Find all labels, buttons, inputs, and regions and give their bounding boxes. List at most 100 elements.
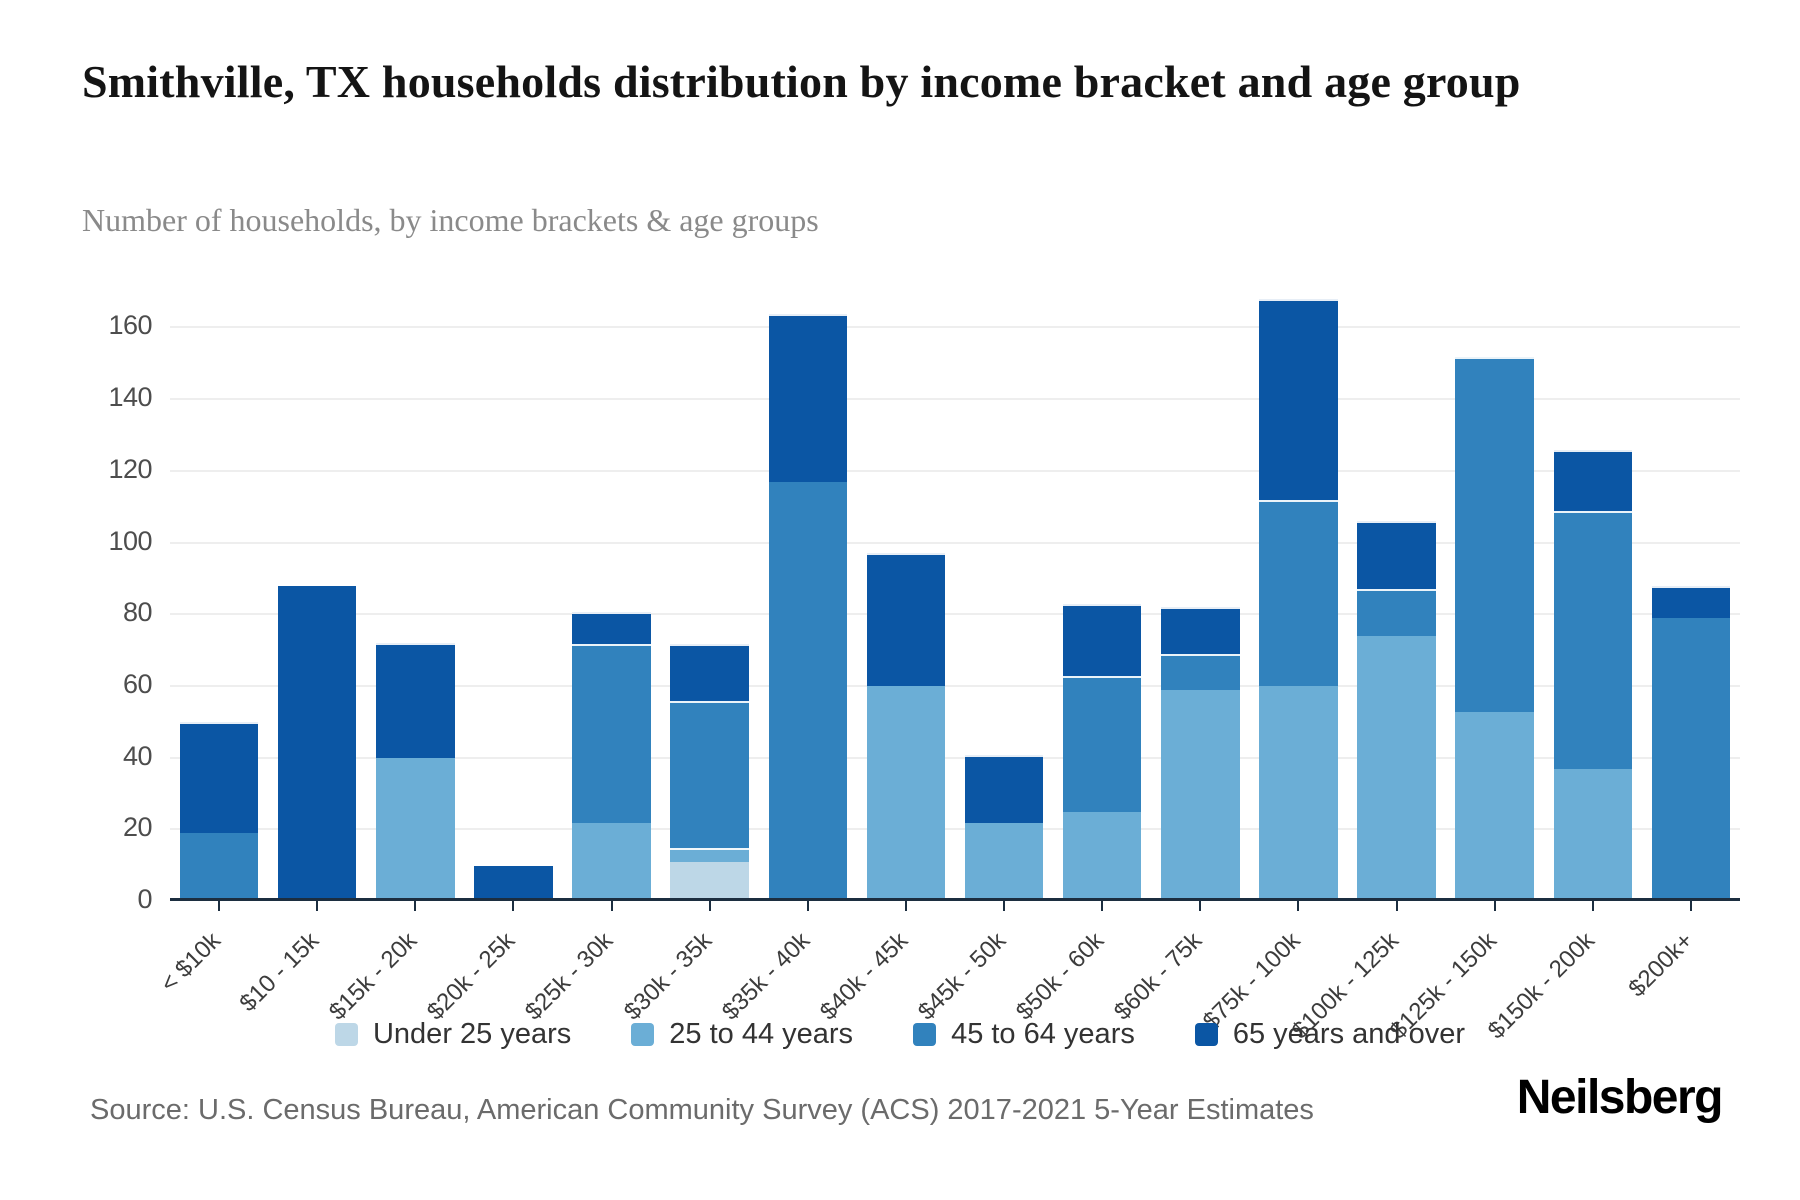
x-category-label: $10 - 15k xyxy=(234,927,325,1017)
x-category-label: $60k - 75k xyxy=(1109,927,1208,1026)
bar-column-13 xyxy=(1348,290,1446,901)
stacked-bar[interactable] xyxy=(277,586,357,898)
bar-segment[interactable] xyxy=(474,866,553,898)
bar-segment[interactable] xyxy=(1062,812,1142,898)
stacked-bar[interactable] xyxy=(1455,357,1534,898)
page-subtitle: Number of households, by income brackets… xyxy=(82,202,819,238)
legend-item[interactable]: 65 years and over xyxy=(1194,1018,1466,1051)
bar-segment[interactable] xyxy=(1161,607,1240,654)
legend-label: 25 to 44 years xyxy=(669,1018,854,1050)
stacked-bar[interactable] xyxy=(376,643,455,898)
x-category-label: $30k - 35k xyxy=(618,927,717,1026)
x-tick xyxy=(806,901,809,911)
y-tick-label-0: 0 xyxy=(137,884,152,914)
bar-segment[interactable] xyxy=(1161,690,1240,898)
bar-segment[interactable] xyxy=(1553,769,1633,898)
stacked-bar[interactable] xyxy=(1553,450,1633,898)
bar-column-14 xyxy=(1446,290,1544,901)
legend-label: 65 years and over xyxy=(1232,1018,1466,1050)
bar-column-11 xyxy=(1151,290,1249,901)
x-category-label: < $10k xyxy=(155,927,227,998)
legend-swatch xyxy=(913,1023,937,1046)
x-tick xyxy=(610,901,613,911)
x-tick xyxy=(512,901,515,911)
stacked-bar[interactable] xyxy=(572,612,651,898)
neilsberg-logo: Neilsberg xyxy=(1516,1071,1724,1124)
bar-segment[interactable] xyxy=(572,644,651,823)
gridline-40 xyxy=(170,756,1740,759)
bar-segment[interactable] xyxy=(1259,299,1338,500)
x-axis-line xyxy=(170,898,1740,901)
stacked-bar[interactable] xyxy=(1161,607,1240,898)
bar-segment[interactable] xyxy=(768,482,848,898)
bar-segment[interactable] xyxy=(277,586,357,898)
bar-segment[interactable] xyxy=(179,833,259,898)
bar-segment[interactable] xyxy=(179,722,259,833)
legend-item[interactable]: 45 to 64 years xyxy=(913,1018,1135,1051)
y-tick-label-140: 140 xyxy=(108,382,152,413)
bar-segment[interactable] xyxy=(1651,618,1731,898)
x-tick xyxy=(1395,901,1398,911)
bar-segment[interactable] xyxy=(1357,636,1436,898)
bar-segment[interactable] xyxy=(1161,654,1240,690)
bar-segment[interactable] xyxy=(866,686,946,898)
bar-column-6 xyxy=(661,290,759,901)
bar-segment[interactable] xyxy=(1259,686,1338,898)
bar-segment[interactable] xyxy=(1357,521,1436,589)
x-tick xyxy=(218,901,221,911)
y-tick-label-100: 100 xyxy=(108,525,152,556)
bar-column-9 xyxy=(955,290,1053,901)
bar-segment[interactable] xyxy=(1062,676,1142,812)
bar-segment[interactable] xyxy=(866,553,946,686)
gridline-100 xyxy=(170,541,1740,544)
bar-segment[interactable] xyxy=(670,862,749,898)
bar-column-4 xyxy=(464,290,562,901)
gridline-60 xyxy=(170,684,1740,687)
stacked-bar[interactable] xyxy=(1357,521,1436,898)
bar-segment[interactable] xyxy=(1062,604,1142,676)
bar-segment[interactable] xyxy=(1357,589,1436,636)
bar-column-1 xyxy=(170,290,268,901)
bar-segment[interactable] xyxy=(964,823,1044,898)
y-tick-label-80: 80 xyxy=(122,597,153,628)
stacked-bar[interactable] xyxy=(1651,586,1731,898)
y-axis-labels: 0 20 40 60 80 100 120 140 160 xyxy=(0,290,153,914)
bar-segment[interactable] xyxy=(572,823,651,898)
bar-segment[interactable] xyxy=(1455,712,1534,898)
bar-segment[interactable] xyxy=(376,643,455,758)
bar-segment[interactable] xyxy=(670,848,749,862)
x-tick xyxy=(1493,901,1496,911)
x-category-label: $45k - 50k xyxy=(912,927,1012,1026)
bar-column-15 xyxy=(1544,290,1642,901)
legend-swatch xyxy=(334,1023,358,1046)
bar-segment[interactable] xyxy=(572,612,651,644)
bar-segment[interactable] xyxy=(964,755,1044,823)
legend-item[interactable]: 25 to 44 years xyxy=(631,1018,853,1051)
bar-segment[interactable] xyxy=(670,644,749,701)
bar-segment[interactable] xyxy=(1455,357,1534,712)
y-tick-label-40: 40 xyxy=(122,740,153,771)
gridline-160 xyxy=(170,326,1740,329)
stacked-bar[interactable] xyxy=(768,314,848,898)
stacked-bar[interactable] xyxy=(474,866,553,898)
legend-item[interactable]: Under 25 years xyxy=(334,1018,571,1051)
stacked-bar[interactable] xyxy=(179,722,259,898)
bar-segment[interactable] xyxy=(670,701,749,848)
gridline-80 xyxy=(170,613,1740,616)
bar-segment[interactable] xyxy=(376,758,455,898)
bar-segment[interactable] xyxy=(1651,586,1731,618)
bar-segment[interactable] xyxy=(1553,450,1633,511)
bar-segment[interactable] xyxy=(1553,511,1633,769)
x-category-label: $15k - 20k xyxy=(324,927,423,1026)
x-tick xyxy=(1199,901,1202,911)
stacked-bar[interactable] xyxy=(1259,299,1338,898)
x-tick xyxy=(414,901,417,911)
bar-segment[interactable] xyxy=(768,314,848,482)
bar-segment[interactable] xyxy=(1259,500,1338,686)
stacked-bar[interactable] xyxy=(1062,604,1142,898)
stacked-bar[interactable] xyxy=(866,553,946,898)
stacked-bar[interactable] xyxy=(670,644,749,898)
stacked-bar[interactable] xyxy=(964,755,1044,898)
x-axis-ticks xyxy=(170,901,1740,911)
